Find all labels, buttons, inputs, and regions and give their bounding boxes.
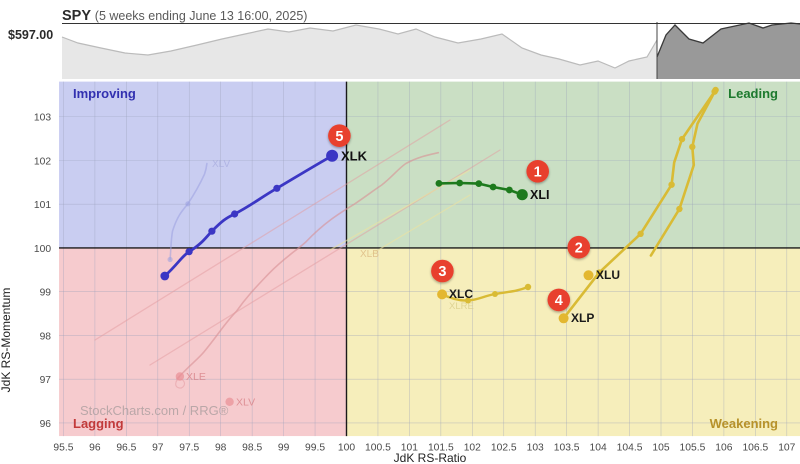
svg-text:XLU: XLU xyxy=(596,268,620,282)
svg-text:XLV: XLV xyxy=(212,159,230,170)
svg-text:Improving: Improving xyxy=(73,86,136,101)
svg-text:105.5: 105.5 xyxy=(680,443,706,454)
svg-text:JdK RS-Ratio: JdK RS-Ratio xyxy=(394,451,467,464)
svg-text:2: 2 xyxy=(575,240,583,256)
svg-text:4: 4 xyxy=(555,293,563,309)
svg-text:XLC: XLC xyxy=(449,287,473,301)
svg-text:98: 98 xyxy=(215,443,227,454)
svg-text:97: 97 xyxy=(152,443,164,454)
svg-text:106: 106 xyxy=(715,443,732,454)
svg-text:5: 5 xyxy=(335,129,343,145)
svg-text:XLV: XLV xyxy=(236,397,255,409)
svg-text:98: 98 xyxy=(40,331,52,342)
svg-text:XLRE: XLRE xyxy=(449,301,474,312)
svg-text:100: 100 xyxy=(338,443,355,454)
svg-text:103: 103 xyxy=(34,113,51,124)
svg-text:99: 99 xyxy=(40,288,52,299)
svg-text:Lagging: Lagging xyxy=(73,416,124,431)
svg-text:104.5: 104.5 xyxy=(617,443,643,454)
svg-text:106.5: 106.5 xyxy=(742,443,768,454)
svg-text:104: 104 xyxy=(590,443,607,454)
svg-text:96: 96 xyxy=(40,419,52,430)
svg-text:103.5: 103.5 xyxy=(554,443,580,454)
svg-text:97: 97 xyxy=(40,375,52,386)
svg-text:100.5: 100.5 xyxy=(365,443,391,454)
svg-text:3: 3 xyxy=(438,264,446,280)
svg-text:XLE: XLE xyxy=(186,371,206,383)
svg-text:XLB: XLB xyxy=(360,249,379,260)
svg-text:Weakening: Weakening xyxy=(710,416,778,431)
svg-text:XLI: XLI xyxy=(530,188,549,202)
svg-text:107: 107 xyxy=(778,443,795,454)
svg-text:99.5: 99.5 xyxy=(305,443,325,454)
svg-text:97.5: 97.5 xyxy=(179,443,199,454)
svg-text:103: 103 xyxy=(527,443,544,454)
svg-text:96.5: 96.5 xyxy=(116,443,136,454)
svg-text:99: 99 xyxy=(278,443,290,454)
svg-text:StockCharts.com / RRG®: StockCharts.com / RRG® xyxy=(80,403,229,418)
svg-text:100: 100 xyxy=(34,244,51,255)
svg-text:102.5: 102.5 xyxy=(491,443,517,454)
svg-text:96: 96 xyxy=(89,443,101,454)
svg-text:95.5: 95.5 xyxy=(53,443,73,454)
svg-text:1: 1 xyxy=(534,164,542,180)
svg-text:98.5: 98.5 xyxy=(242,443,262,454)
svg-text:XLK: XLK xyxy=(341,149,368,164)
svg-text:101: 101 xyxy=(34,200,51,211)
svg-text:105: 105 xyxy=(652,443,669,454)
svg-text:102: 102 xyxy=(34,156,51,167)
svg-text:XLP: XLP xyxy=(571,311,594,325)
svg-text:Leading: Leading xyxy=(728,86,778,101)
svg-text:JdK RS-Momentum: JdK RS-Momentum xyxy=(0,288,13,393)
